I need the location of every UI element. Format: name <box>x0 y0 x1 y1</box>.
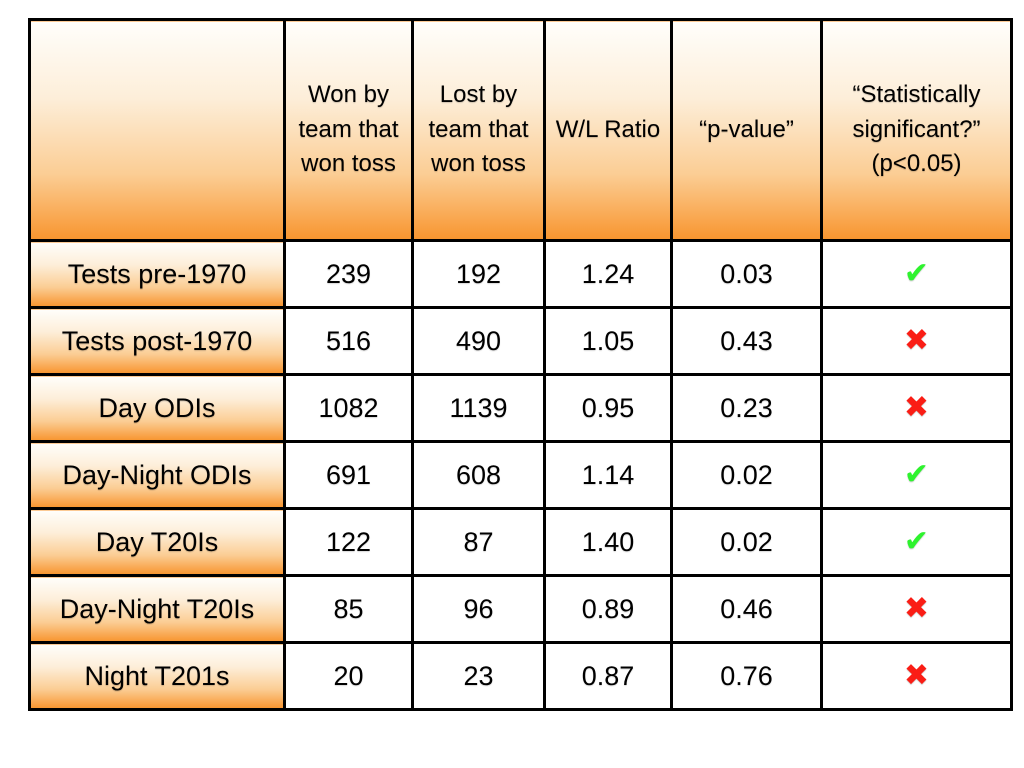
significance-cell: ✔ <box>820 239 1013 309</box>
lost-cell: 192 <box>411 239 546 309</box>
table-row: Day T20Is 122 87 1.40 0.02 ✔ <box>28 507 1013 577</box>
pvalue-cell: 0.46 <box>670 574 823 644</box>
header-row: Won by team that won toss Lost by team t… <box>28 18 1013 242</box>
ratio-cell: 1.40 <box>543 507 673 577</box>
row-label: Day-Night ODIs <box>28 440 286 510</box>
lost-cell: 87 <box>411 507 546 577</box>
lost-cell: 96 <box>411 574 546 644</box>
won-cell: 691 <box>283 440 414 510</box>
won-cell: 122 <box>283 507 414 577</box>
col-header-won-by-toss-winner: Won by team that won toss <box>283 18 414 242</box>
significance-cell: ✔ <box>820 507 1013 577</box>
pvalue-cell: 0.02 <box>670 440 823 510</box>
significance-cell: ✖ <box>820 306 1013 376</box>
table-row: Tests post-1970 516 490 1.05 0.43 ✖ <box>28 306 1013 376</box>
ratio-cell: 1.24 <box>543 239 673 309</box>
corner-cell <box>28 18 286 242</box>
significance-cell: ✔ <box>820 440 1013 510</box>
table-row: Night T201s 20 23 0.87 0.76 ✖ <box>28 641 1013 711</box>
col-header-p-value: “p-value” <box>670 18 823 242</box>
ratio-cell: 0.95 <box>543 373 673 443</box>
significance-cell: ✖ <box>820 641 1013 711</box>
col-header-significant: “Statistically significant?” (p<0.05) <box>820 18 1013 242</box>
row-label: Day T20Is <box>28 507 286 577</box>
row-label: Day-Night T20Is <box>28 574 286 644</box>
table-row: Tests pre-1970 239 192 1.24 0.03 ✔ <box>28 239 1013 309</box>
pvalue-cell: 0.02 <box>670 507 823 577</box>
cross-icon: ✖ <box>903 591 930 626</box>
col-header-wl-ratio: W/L Ratio <box>543 18 673 242</box>
ratio-cell: 0.89 <box>543 574 673 644</box>
cross-icon: ✖ <box>903 658 930 693</box>
check-icon: ✔ <box>903 457 930 492</box>
check-icon: ✔ <box>903 256 930 291</box>
ratio-cell: 1.14 <box>543 440 673 510</box>
row-label: Night T201s <box>28 641 286 711</box>
table-row: Day ODIs 1082 1139 0.95 0.23 ✖ <box>28 373 1013 443</box>
won-cell: 20 <box>283 641 414 711</box>
pvalue-cell: 0.43 <box>670 306 823 376</box>
lost-cell: 1139 <box>411 373 546 443</box>
table-row: Day-Night T20Is 85 96 0.89 0.46 ✖ <box>28 574 1013 644</box>
ratio-cell: 0.87 <box>543 641 673 711</box>
row-label: Day ODIs <box>28 373 286 443</box>
won-cell: 1082 <box>283 373 414 443</box>
table-row: Day-Night ODIs 691 608 1.14 0.02 ✔ <box>28 440 1013 510</box>
won-cell: 516 <box>283 306 414 376</box>
won-cell: 85 <box>283 574 414 644</box>
pvalue-cell: 0.76 <box>670 641 823 711</box>
significance-cell: ✖ <box>820 574 1013 644</box>
ratio-cell: 1.05 <box>543 306 673 376</box>
row-label: Tests post-1970 <box>28 306 286 376</box>
lost-cell: 608 <box>411 440 546 510</box>
cross-icon: ✖ <box>903 323 930 358</box>
pvalue-cell: 0.03 <box>670 239 823 309</box>
toss-results-table: Won by team that won toss Lost by team t… <box>28 18 1013 711</box>
significance-cell: ✖ <box>820 373 1013 443</box>
row-label: Tests pre-1970 <box>28 239 286 309</box>
check-icon: ✔ <box>903 524 930 559</box>
lost-cell: 23 <box>411 641 546 711</box>
col-header-lost-by-toss-winner: Lost by team that won toss <box>411 18 546 242</box>
pvalue-cell: 0.23 <box>670 373 823 443</box>
cross-icon: ✖ <box>903 390 930 425</box>
won-cell: 239 <box>283 239 414 309</box>
lost-cell: 490 <box>411 306 546 376</box>
